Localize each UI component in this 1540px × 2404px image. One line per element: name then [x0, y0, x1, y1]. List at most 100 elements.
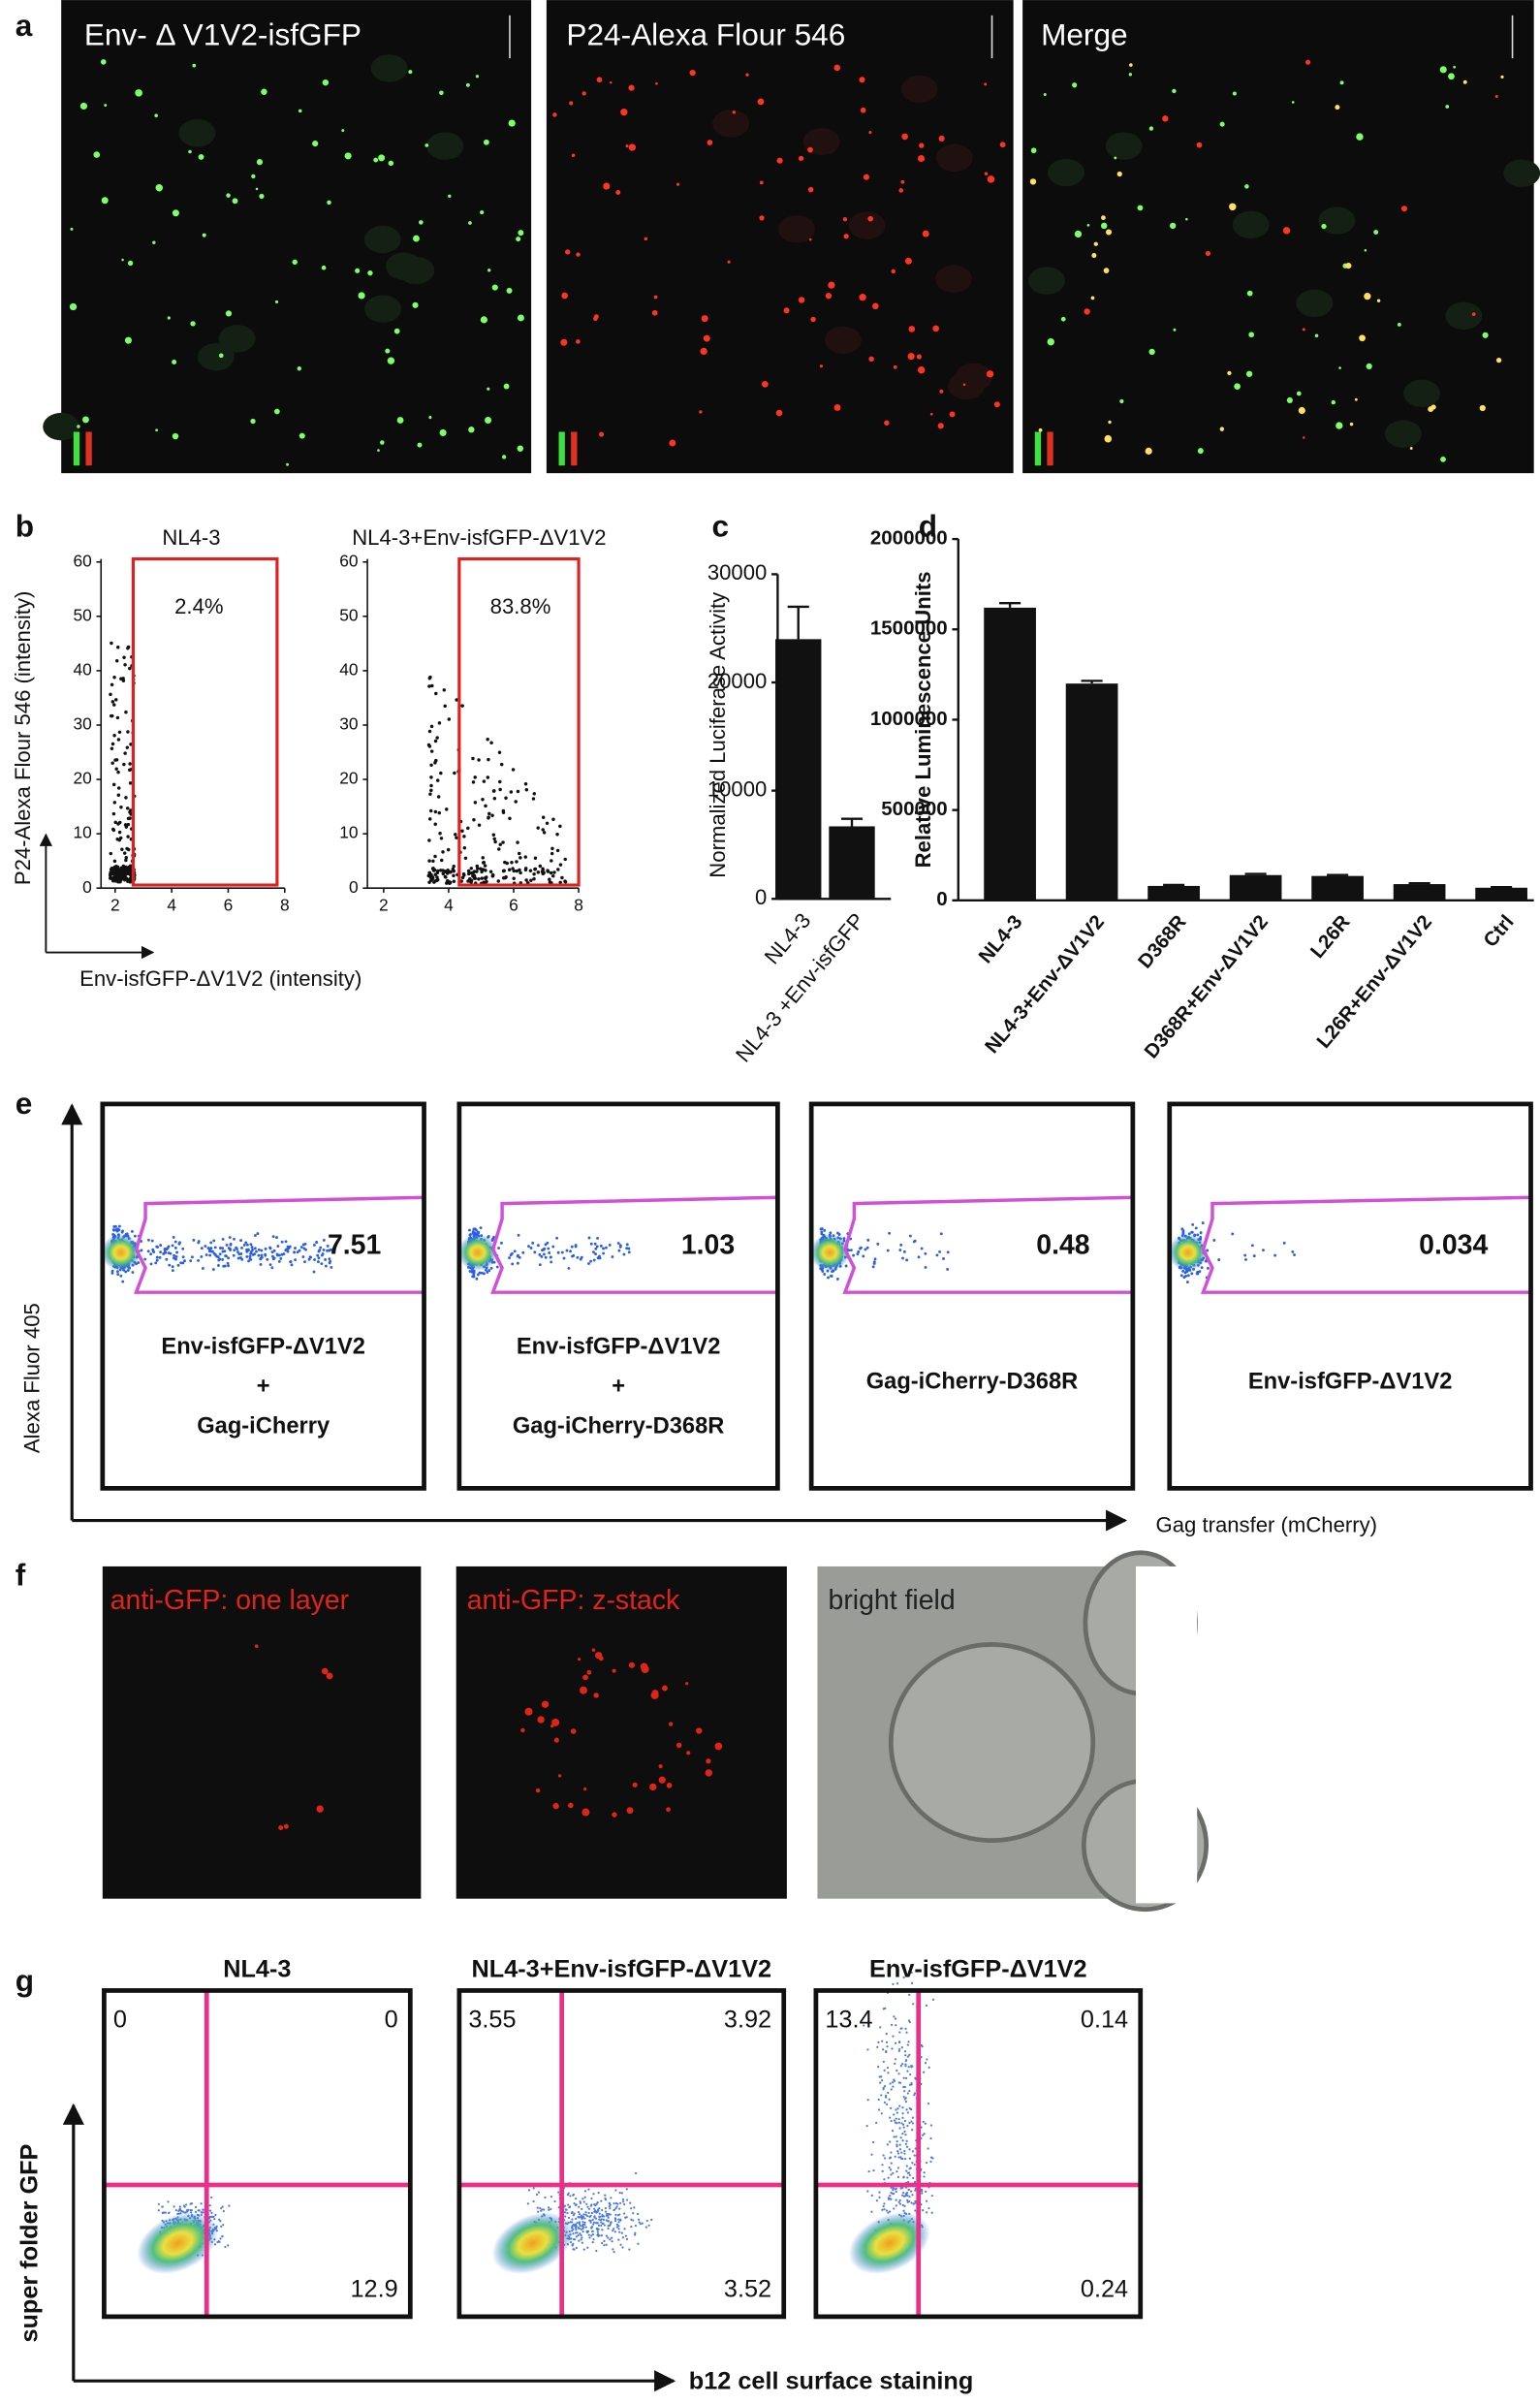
micrograph-speck — [570, 1728, 577, 1734]
flow-dot — [537, 2210, 540, 2213]
flow-dot — [913, 2163, 916, 2167]
micrograph-speck — [70, 227, 74, 231]
micrograph-speck — [907, 353, 915, 361]
flow-dot — [1262, 1249, 1265, 1252]
micrograph-speck — [550, 1724, 554, 1728]
flow-dot — [208, 1253, 212, 1257]
micrograph-speck — [385, 348, 391, 354]
flow-dot — [547, 1247, 550, 1250]
flow-dot — [618, 2191, 621, 2195]
flow-dot — [257, 1248, 261, 1251]
flow-dot — [893, 2015, 896, 2018]
micrograph-speck — [518, 230, 524, 237]
flow-dot — [627, 1247, 631, 1250]
micrograph-speck — [1356, 133, 1364, 141]
flow-dot — [910, 2120, 913, 2123]
flow-dot — [914, 2189, 917, 2192]
flow-dot — [151, 1249, 155, 1253]
flow-dot — [240, 1246, 243, 1249]
flow-dot — [602, 2218, 606, 2221]
flow-dot — [600, 2224, 603, 2228]
micrograph-speck — [564, 249, 571, 255]
flow-dot — [897, 2041, 901, 2044]
micrograph-speck — [190, 321, 196, 327]
dot-cloud — [467, 871, 471, 876]
micrograph-speck — [503, 383, 510, 390]
flow-dot — [903, 2149, 906, 2153]
dot-cloud — [507, 868, 512, 871]
micrograph-speck — [135, 89, 142, 97]
flow-dot — [904, 2158, 907, 2161]
flow-dot — [613, 2228, 615, 2230]
micrograph — [102, 1566, 422, 1899]
flow-dot — [209, 1241, 213, 1245]
error-bar — [1244, 872, 1267, 875]
flow-dot — [213, 1246, 217, 1249]
flow-dot — [596, 2200, 599, 2204]
flow-dot — [569, 2195, 572, 2198]
color-bar — [1034, 431, 1042, 466]
micrograph-speck — [612, 1668, 616, 1673]
micrograph-speck — [326, 1672, 333, 1680]
flow-dot — [216, 2240, 219, 2244]
flow-dot — [572, 2237, 576, 2241]
micrograph-speck — [1359, 334, 1366, 342]
flow-dot — [574, 2231, 578, 2234]
panel-letter: a — [16, 8, 33, 43]
y-tick-label: 1500000 — [870, 617, 948, 640]
flow-dot — [322, 1238, 326, 1242]
flow-dot — [254, 1234, 257, 1237]
flow-dot — [632, 2212, 635, 2215]
flow-dot — [819, 1227, 823, 1231]
flow-dot — [898, 2031, 901, 2034]
flow-dot — [913, 2094, 916, 2097]
flow-dot — [875, 2199, 879, 2202]
flow-dot — [902, 1249, 906, 1253]
flow-dot — [892, 2171, 895, 2174]
micrograph-speck — [706, 1758, 711, 1764]
flow-dot — [925, 2190, 927, 2194]
micrograph-speck — [255, 187, 259, 191]
flow-density — [848, 2212, 930, 2274]
flow-dot — [602, 2215, 606, 2218]
flow-dot — [537, 2191, 541, 2194]
dot-cloud — [112, 872, 117, 876]
flow-dot — [550, 2196, 553, 2198]
flow-dot — [260, 1253, 264, 1257]
dot-cloud — [471, 756, 475, 761]
flow-dot — [900, 2151, 903, 2154]
flow-dot — [574, 2227, 578, 2230]
dot-cloud — [117, 838, 122, 842]
dot-cloud — [558, 880, 562, 885]
flow-dot — [232, 1253, 236, 1257]
flow-dot — [586, 2205, 589, 2208]
dot-cloud — [555, 848, 560, 853]
micrograph-speck — [380, 440, 385, 445]
flow-dot — [602, 1247, 605, 1250]
flow-dot — [586, 2246, 589, 2249]
image-title: anti-GFP: one layer — [110, 1585, 349, 1616]
dot-cloud — [429, 749, 434, 753]
flow-dot — [876, 1242, 880, 1246]
flow-dot — [222, 2224, 225, 2227]
dot-cloud — [483, 864, 487, 868]
flow-density — [137, 2212, 219, 2274]
dot-cloud — [110, 876, 114, 880]
dot-cloud — [112, 676, 116, 680]
flow-dot — [630, 2226, 633, 2229]
flow-dot — [249, 1243, 253, 1247]
micrograph-speck — [297, 365, 301, 371]
flow-dot — [885, 2209, 889, 2212]
panel-letter: f — [16, 1557, 26, 1592]
dot-cloud — [523, 867, 528, 870]
flow-dot — [521, 1250, 525, 1254]
dot-cloud — [449, 870, 453, 874]
dot-cloud — [498, 779, 502, 784]
flow-dot — [897, 2200, 900, 2203]
flow-dot — [613, 2250, 615, 2254]
micrograph-speck — [1338, 366, 1341, 369]
flow-dot — [549, 1255, 552, 1259]
color-bar — [85, 431, 92, 466]
flow-dot — [894, 2155, 896, 2158]
micrograph-haze — [426, 132, 464, 160]
